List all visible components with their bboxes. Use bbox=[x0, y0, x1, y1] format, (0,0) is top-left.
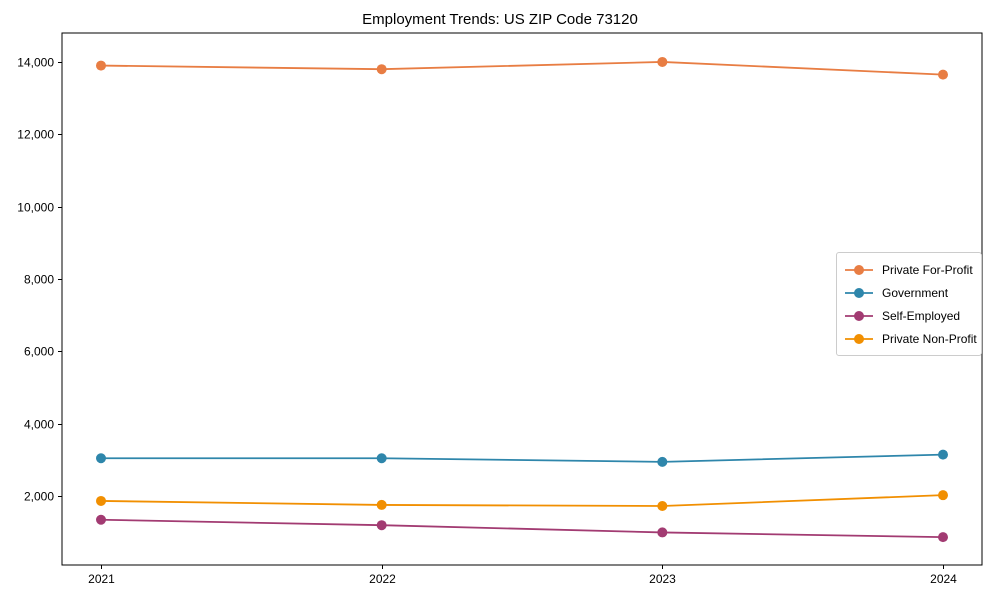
data-point-private-non-profit bbox=[938, 490, 948, 501]
legend-entry-private-for-profit: Private For-Profit bbox=[844, 258, 974, 281]
x-tick-label: 2021 bbox=[88, 572, 115, 586]
data-point-government bbox=[376, 453, 387, 464]
series-line-private-non-profit bbox=[100, 494, 944, 507]
legend-label: Private Non-Profit bbox=[882, 331, 977, 346]
series-line-self-employed bbox=[100, 518, 944, 539]
plot-border bbox=[61, 32, 983, 566]
data-point-self-employed bbox=[96, 514, 106, 525]
y-tick-label: 10,000 bbox=[17, 201, 54, 215]
x-tick-label: 2024 bbox=[930, 572, 957, 586]
y-tick-label: 14,000 bbox=[17, 56, 54, 70]
data-point-government bbox=[938, 449, 948, 460]
y-tick-label: 2,000 bbox=[24, 490, 54, 504]
legend-marker-icon bbox=[845, 287, 873, 298]
data-point-self-employed bbox=[376, 520, 387, 531]
series-line-private-for-profit bbox=[100, 61, 944, 76]
data-point-private-for-profit bbox=[938, 69, 948, 80]
data-point-government bbox=[657, 456, 668, 467]
legend-label: Government bbox=[882, 285, 949, 300]
x-tick-label: 2022 bbox=[369, 572, 396, 586]
legend-entry-private-non-profit: Private Non-Profit bbox=[844, 327, 977, 350]
legend-entry-self-employed: Self-Employed bbox=[844, 304, 974, 327]
legend-marker-icon bbox=[845, 264, 873, 275]
legend-label: Private For-Profit bbox=[882, 262, 973, 277]
legend-marker-icon bbox=[845, 310, 873, 321]
data-point-private-for-profit bbox=[657, 56, 668, 67]
legend-marker-icon bbox=[845, 333, 873, 344]
legend-label: Self-Employed bbox=[882, 308, 961, 323]
data-point-private-non-profit bbox=[376, 499, 387, 510]
legend-entry-government: Government bbox=[844, 281, 974, 304]
y-tick-label: 6,000 bbox=[24, 345, 54, 359]
series-line-government bbox=[101, 453, 944, 463]
data-point-government bbox=[96, 453, 106, 464]
data-point-private-non-profit bbox=[657, 501, 668, 512]
data-point-private-for-profit bbox=[96, 60, 106, 71]
chart-title: Employment Trends: US ZIP Code 73120 bbox=[362, 11, 638, 28]
data-point-private-for-profit bbox=[376, 64, 387, 75]
data-point-private-non-profit bbox=[96, 495, 106, 506]
data-point-self-employed bbox=[938, 532, 948, 543]
legend: Private For-Profit Government Self-Employe… bbox=[836, 252, 982, 356]
x-tick-label: 2023 bbox=[649, 572, 676, 586]
y-tick-label: 4,000 bbox=[24, 418, 54, 432]
data-point-self-employed bbox=[657, 527, 668, 538]
y-tick-label: 8,000 bbox=[24, 273, 54, 287]
y-tick-label: 12,000 bbox=[17, 128, 54, 142]
